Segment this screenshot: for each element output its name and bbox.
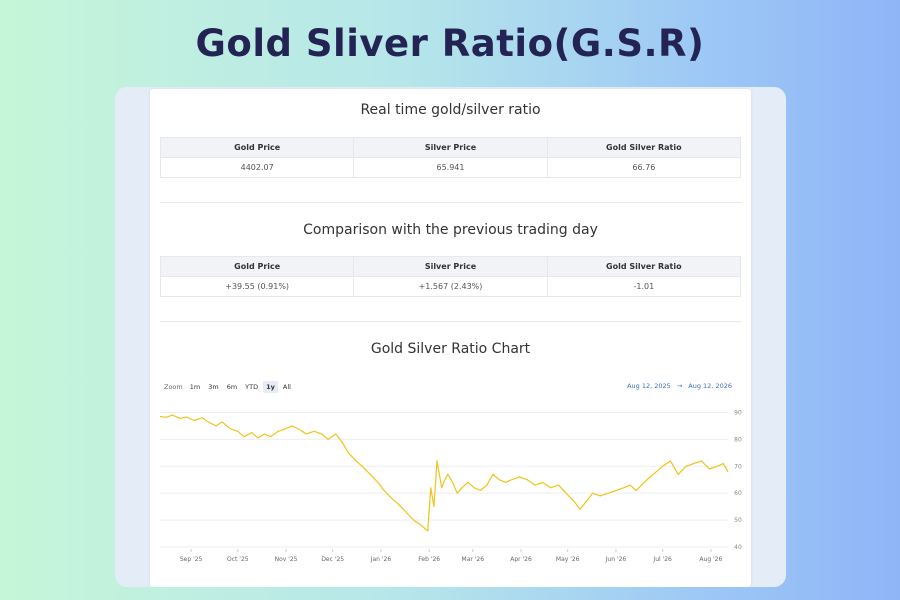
y-tick-label: 90 xyxy=(734,409,742,416)
y-tick-label: 60 xyxy=(734,490,742,497)
x-tick-label: Jan '26 xyxy=(370,556,392,563)
realtime-title: Real time gold/silver ratio xyxy=(360,102,541,118)
range-from[interactable]: Aug 12, 2025 xyxy=(627,382,671,390)
comparison-title: Comparison with the previous trading day xyxy=(303,222,598,238)
gold-price-value: 4402.07 xyxy=(159,157,355,178)
x-tick-label: Apr '26 xyxy=(510,556,532,563)
zoom-all-button[interactable]: All xyxy=(282,382,291,391)
x-tick-label: Mar '26 xyxy=(462,556,485,563)
table-header-row: Gold Price Silver Price Gold Silver Rati… xyxy=(159,137,742,158)
zoom-3m-button[interactable]: 3m xyxy=(208,382,219,391)
page-title: Gold Sliver Ratio(G.S.R) xyxy=(195,22,705,65)
chart-title: Gold Silver Ratio Chart xyxy=(370,341,531,357)
x-tick-label: Feb '26 xyxy=(418,556,440,563)
y-tick-label: 80 xyxy=(734,436,742,443)
x-tick-label: Jul '26 xyxy=(652,556,672,563)
ratio-line-chart: 40 50 60 70 80 90 Sep '25 Oct '25 Nov '25 Dec '25… xyxy=(159,409,742,563)
header-silver-price: Silver Price xyxy=(353,137,548,158)
zoom-6m-button[interactable]: 6m xyxy=(226,382,238,391)
silver-price-value: 65.941 xyxy=(353,157,548,178)
y-tick-label: 70 xyxy=(734,463,742,470)
x-tick-label: Oct '25 xyxy=(227,556,249,563)
zoom-bar: Zoom 1m 3m 6m YTD 1y All xyxy=(164,380,296,393)
ratio-series-line xyxy=(159,414,729,532)
section-divider xyxy=(160,202,741,203)
zoom-1m-button[interactable]: 1m xyxy=(189,382,201,391)
header-gold-silver-ratio: Gold Silver Ratio xyxy=(546,137,742,158)
zoom-label: Zoom xyxy=(164,382,183,391)
range-to[interactable]: Aug 12, 2026 xyxy=(688,382,732,390)
y-tick-label: 40 xyxy=(734,544,742,551)
content-frame: Real time gold/silver ratio Gold Price S… xyxy=(115,87,786,587)
gold-price-change: +39.55 (0.91%) xyxy=(159,276,355,297)
content-panel: Real time gold/silver ratio Gold Price S… xyxy=(150,89,751,587)
y-tick-label: 50 xyxy=(734,517,742,524)
x-tick-label: Sep '25 xyxy=(180,556,203,563)
section-divider xyxy=(160,321,741,322)
range-arrow: → xyxy=(676,382,683,390)
header-silver-price: Silver Price xyxy=(353,256,548,277)
table-row: +39.55 (0.91%) +1.567 (2.43%) -1.01 xyxy=(159,276,742,297)
x-tick-label: May '26 xyxy=(556,556,580,563)
comparison-table: Gold Price Silver Price Gold Silver Rati… xyxy=(159,256,742,297)
ratio-change: -1.01 xyxy=(546,276,742,297)
realtime-table: Gold Price Silver Price Gold Silver Rati… xyxy=(159,137,742,178)
table-header-row: Gold Price Silver Price Gold Silver Rati… xyxy=(159,256,742,277)
zoom-ytd-button[interactable]: YTD xyxy=(245,382,259,391)
silver-price-change: +1.567 (2.43%) xyxy=(353,276,548,297)
ratio-value: 66.76 xyxy=(546,157,742,178)
x-tick-label: Nov '25 xyxy=(275,556,298,563)
date-range[interactable]: Aug 12, 2025 → Aug 12, 2026 xyxy=(624,382,735,390)
zoom-1y-button[interactable]: 1y xyxy=(263,380,278,393)
x-tick-label: Dec '25 xyxy=(321,556,344,563)
x-tick-label: Jun '26 xyxy=(605,556,627,563)
header-gold-silver-ratio: Gold Silver Ratio xyxy=(546,256,742,277)
header-gold-price: Gold Price xyxy=(159,137,355,158)
table-row: 4402.07 65.941 66.76 xyxy=(159,157,742,178)
header-gold-price: Gold Price xyxy=(159,256,355,277)
x-tick-label: Aug '26 xyxy=(699,556,722,563)
